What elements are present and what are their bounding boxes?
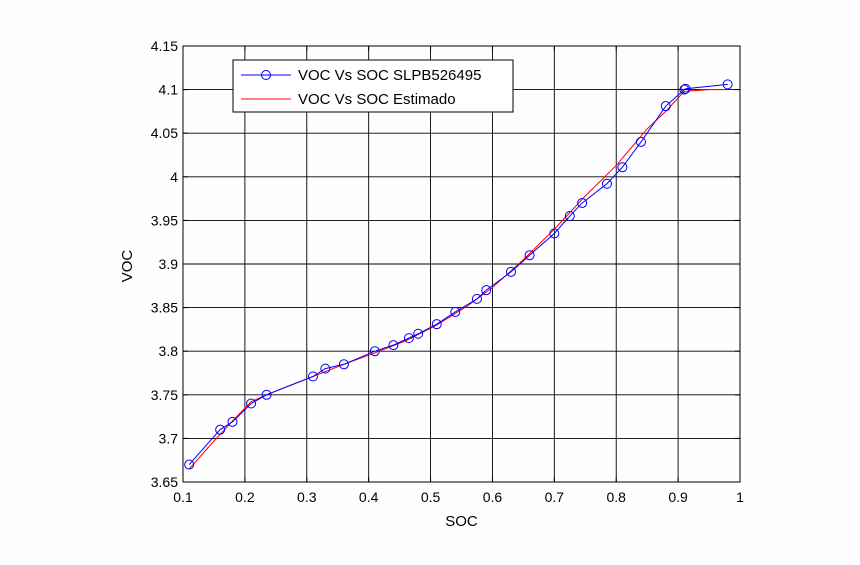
series-line-estimado bbox=[188, 89, 728, 470]
y-tick-label: 3.65 bbox=[151, 474, 178, 490]
x-tick-label: 0.6 bbox=[483, 489, 503, 505]
data-point-marker bbox=[369, 346, 380, 357]
data-point-marker bbox=[506, 266, 517, 277]
axis-ticks: 0.1 0.2 0.3 0.4 0.5 0.6 0.7 0.8 0.9 1 3.65 3.7 3.75 3… bbox=[151, 38, 744, 505]
data-point-marker bbox=[261, 389, 272, 400]
x-tick-label: 0.1 bbox=[173, 489, 193, 505]
y-tick-label: 4 bbox=[170, 169, 178, 185]
data-point-marker bbox=[184, 459, 195, 470]
x-tick-label: 0.8 bbox=[606, 489, 626, 505]
data-point-marker bbox=[660, 101, 671, 112]
x-tick-label: 0.9 bbox=[668, 489, 688, 505]
x-tick-label: 0.5 bbox=[421, 489, 441, 505]
data-point-marker bbox=[320, 363, 331, 374]
data-point-marker bbox=[307, 371, 318, 382]
legend-marker-slpb526495 bbox=[261, 70, 271, 80]
data-point-marker bbox=[450, 306, 461, 317]
data-point-marker bbox=[549, 228, 560, 239]
y-tick-label: 3.8 bbox=[159, 343, 179, 359]
legend-box bbox=[232, 59, 514, 113]
data-point-marker bbox=[388, 340, 399, 351]
legend-label-estimado: VOC Vs SOC Estimado bbox=[298, 91, 456, 108]
data-point-marker bbox=[215, 424, 226, 435]
y-axis-label: VOC bbox=[119, 250, 136, 283]
data-point-marker bbox=[431, 319, 442, 330]
data-point-marker bbox=[246, 398, 257, 409]
data-point-marker bbox=[679, 84, 690, 95]
x-tick-label: 0.3 bbox=[297, 489, 317, 505]
data-point-marker bbox=[403, 333, 414, 344]
x-tick-label: 0.2 bbox=[235, 489, 255, 505]
data-point-marker bbox=[338, 359, 349, 370]
y-tick-label: 3.7 bbox=[159, 430, 179, 446]
y-tick-label: 3.85 bbox=[151, 300, 178, 316]
x-tick-label: 0.7 bbox=[545, 489, 565, 505]
y-tick-label: 3.75 bbox=[151, 387, 178, 403]
data-point-marker bbox=[601, 178, 612, 189]
data-point-marker bbox=[617, 162, 628, 173]
series-layer bbox=[184, 79, 733, 470]
data-point-marker bbox=[524, 250, 535, 261]
data-point-marker bbox=[227, 416, 238, 427]
y-tick-label: 4.05 bbox=[151, 125, 178, 141]
data-point-marker bbox=[680, 83, 691, 94]
y-tick-label: 3.95 bbox=[151, 212, 178, 228]
data-point-marker bbox=[471, 293, 482, 304]
data-point-marker bbox=[413, 328, 424, 339]
data-point-marker bbox=[481, 285, 492, 296]
legend: VOC Vs SOC SLPB526495 VOC Vs SOC Estimad… bbox=[232, 59, 514, 113]
data-point-marker bbox=[635, 136, 646, 147]
x-axis-label: SOC bbox=[445, 513, 478, 530]
x-tick-label: 0.4 bbox=[359, 489, 379, 505]
legend-label-slpb526495: VOC Vs SOC SLPB526495 bbox=[298, 67, 481, 84]
y-tick-label: 4.15 bbox=[151, 38, 178, 54]
y-tick-label: 3.9 bbox=[159, 256, 179, 272]
data-point-marker bbox=[577, 197, 588, 208]
data-point-marker bbox=[722, 79, 733, 90]
x-tick-label: 1 bbox=[736, 489, 744, 505]
y-tick-label: 4.1 bbox=[159, 82, 179, 98]
series-line-slpb526495 bbox=[188, 83, 728, 465]
data-point-marker bbox=[564, 211, 575, 222]
